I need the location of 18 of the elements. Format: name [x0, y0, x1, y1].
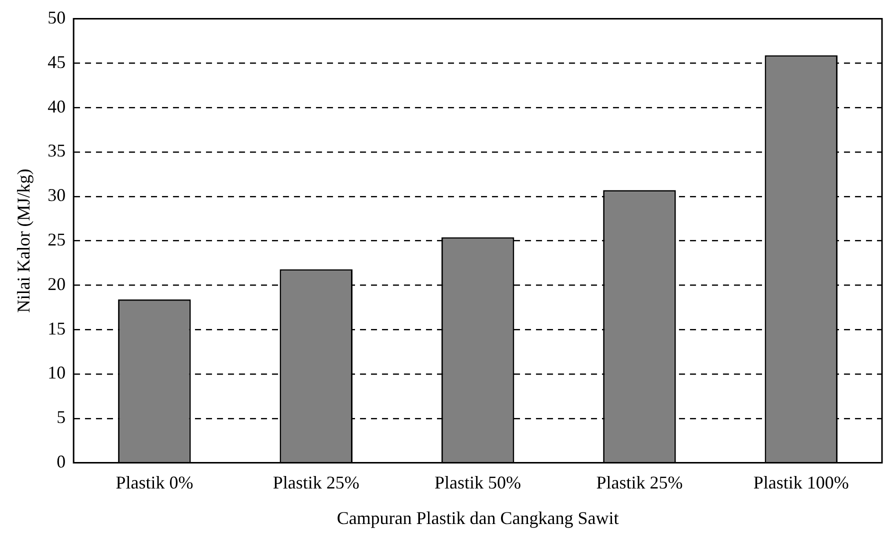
y-tick-label: 30	[48, 185, 66, 206]
x-axis-title: Campuran Plastik dan Cangkang Sawit	[336, 508, 619, 528]
y-tick-label: 5	[56, 407, 66, 428]
y-tick-label: 20	[48, 274, 66, 294]
x-tick-label: Plastik 100%	[753, 472, 849, 492]
x-tick-label: Plastik 50%	[434, 472, 522, 492]
y-tick-label: 10	[48, 362, 66, 383]
y-tick-label: 25	[48, 230, 66, 250]
y-axis-title: Nilai Kalor (MJ/kg)	[14, 168, 34, 313]
x-tick-label: Plastik 25%	[596, 472, 683, 492]
x-tick-label: Plastik 0%	[116, 472, 194, 492]
y-tick-label: 45	[48, 52, 66, 72]
y-tick-label: 50	[48, 8, 66, 28]
y-tick-label: 0	[56, 452, 66, 472]
y-tick-label: 15	[48, 318, 66, 338]
y-tick-label: 35	[48, 140, 66, 161]
y-tick-label: 40	[48, 96, 66, 116]
x-tick-label: Plastik 25%	[272, 472, 360, 492]
